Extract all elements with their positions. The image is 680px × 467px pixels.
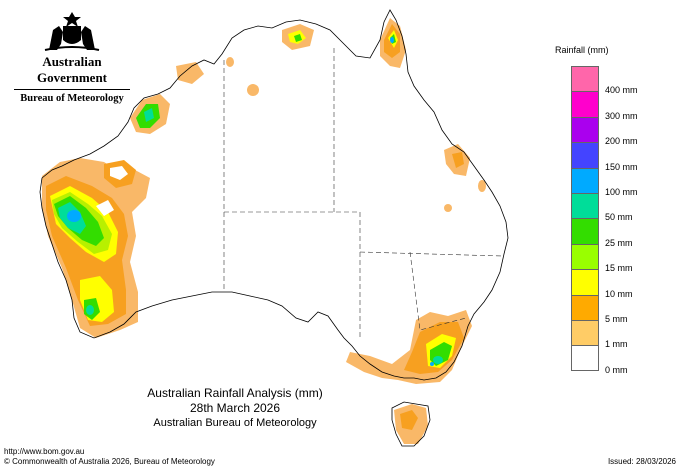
coat-of-arms-icon — [44, 12, 100, 51]
map-title: Australian Rainfall Analysis (mm) — [147, 386, 323, 400]
map-source: Australian Bureau of Meteorology — [153, 417, 317, 429]
legend-swatch — [571, 345, 599, 371]
legend-label: 25 mm — [605, 237, 633, 248]
legend-label: 5 mm — [605, 314, 628, 324]
map-date: 28th March 2026 — [189, 401, 281, 415]
legend-swatch — [571, 116, 599, 143]
legend-label: 400 mm — [605, 85, 638, 96]
government-logo: Australian Government Bureau of Meteorol… — [8, 10, 136, 104]
state-borders — [223, 48, 503, 340]
issued-date: Issued: 28/03/2026 — [607, 457, 676, 466]
legend-swatch — [571, 294, 599, 320]
legend-label: 300 mm — [605, 110, 638, 121]
legend-label: 150 mm — [605, 161, 638, 172]
legend-label: 200 mm — [605, 136, 638, 147]
legend-swatch — [571, 142, 599, 168]
legend-swatch — [571, 192, 599, 219]
legend-label: 1 mm — [605, 339, 628, 350]
bureau-name: Bureau of Meteorology — [20, 93, 124, 104]
legend-swatch — [571, 319, 599, 346]
legend-title: Rainfall (mm) — [555, 45, 609, 55]
legend-label: 15 mm — [605, 263, 633, 274]
legend-label: 10 mm — [605, 288, 633, 299]
government-name: Australian Government — [36, 54, 108, 85]
coastline-tasmania — [391, 401, 431, 447]
legend-swatch — [571, 269, 599, 295]
copyright-notice: © Commonwealth of Australia 2026, Bureau… — [4, 457, 215, 466]
legend-label: 50 mm — [605, 212, 633, 223]
map-titles: Australian Rainfall Analysis (mm) 28th M… — [120, 386, 350, 431]
website-url[interactable]: http://www.bom.gov.au — [4, 447, 85, 456]
legend-swatch — [571, 91, 599, 117]
legend: 400 mm 300 mm 200 mm 150 mm 100 mm 50 mm 25 mm… — [571, 66, 638, 375]
legend-label: 100 mm — [605, 187, 638, 197]
legend-swatch — [571, 243, 599, 270]
legend-swatch — [571, 218, 599, 244]
legend-label: 0 mm — [605, 364, 628, 375]
rainfall-shading — [42, 18, 486, 444]
logo-divider — [14, 89, 130, 90]
legend-swatch — [571, 167, 599, 193]
legend-swatch — [571, 66, 599, 92]
coastline-mainland — [39, 9, 509, 381]
